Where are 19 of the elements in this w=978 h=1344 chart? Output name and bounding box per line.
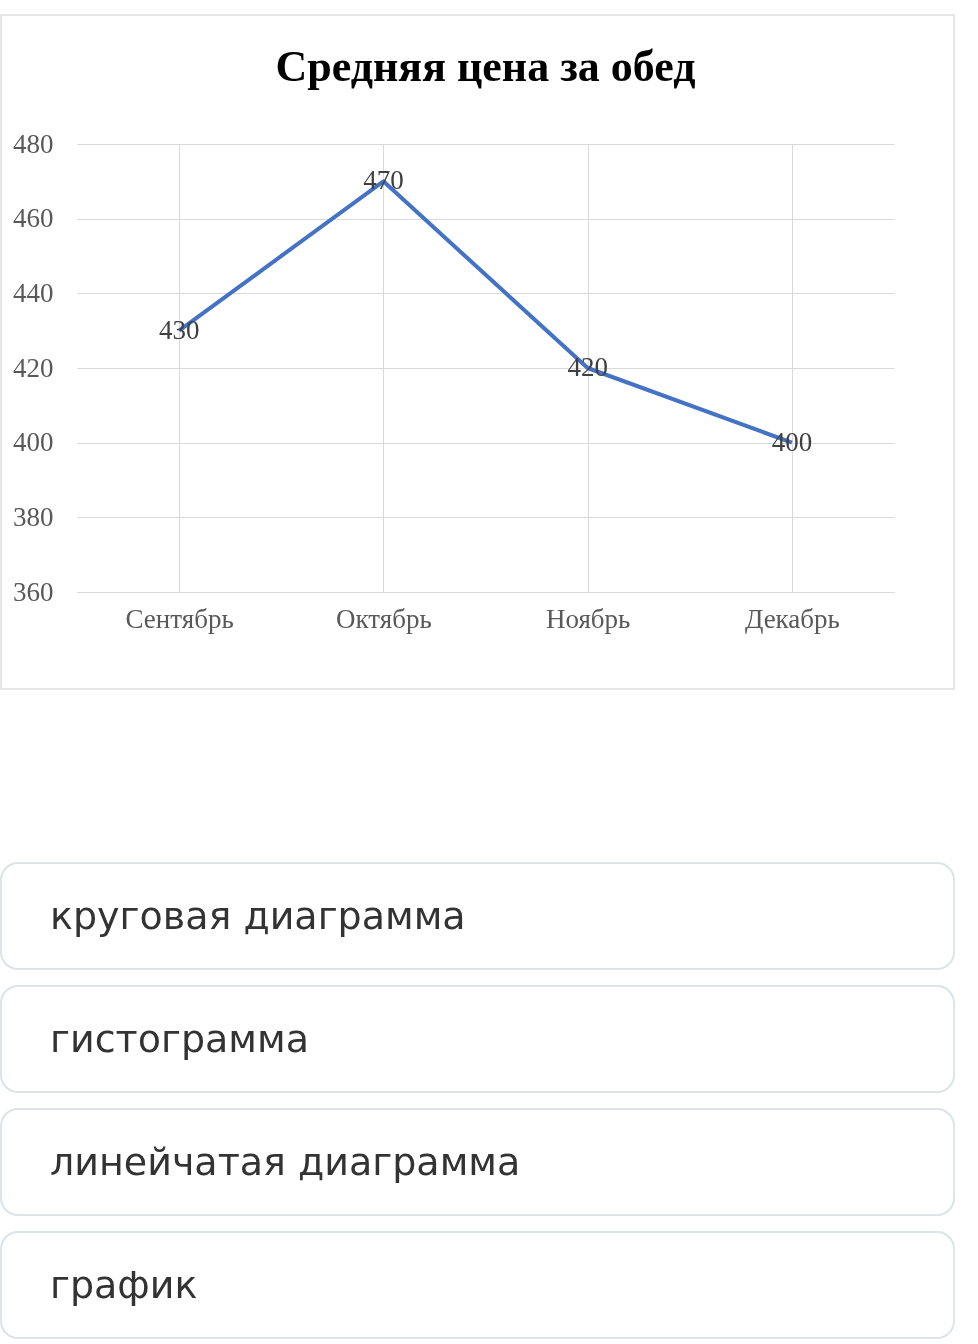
data-label: 400 [771, 426, 813, 457]
data-label: 470 [363, 165, 404, 196]
y-tick-label: 420 [13, 352, 54, 383]
text: график [0, 1231, 955, 1339]
x-tick-label: Сентябрь [125, 603, 234, 634]
y-tick-label: 360 [13, 576, 54, 607]
x-tick-label: Декабрь [744, 603, 840, 634]
text: круговая диаграмма [0, 862, 955, 970]
text: линейчатая диаграмма [0, 1108, 955, 1216]
y-tick-label: 380 [13, 501, 54, 532]
data-label: 430 [158, 314, 200, 345]
x-tick-label: Октябрь [336, 603, 432, 634]
x-tick-label: Ноябрь [545, 603, 631, 634]
y-tick-label: 400 [13, 427, 54, 458]
chart-title: Средняя цена за обед [275, 42, 696, 91]
y-tick-label: 460 [13, 203, 54, 234]
y-tick-label: 440 [13, 277, 54, 308]
y-tick-label: 480 [13, 128, 54, 159]
text: гистограмма [0, 985, 955, 1093]
